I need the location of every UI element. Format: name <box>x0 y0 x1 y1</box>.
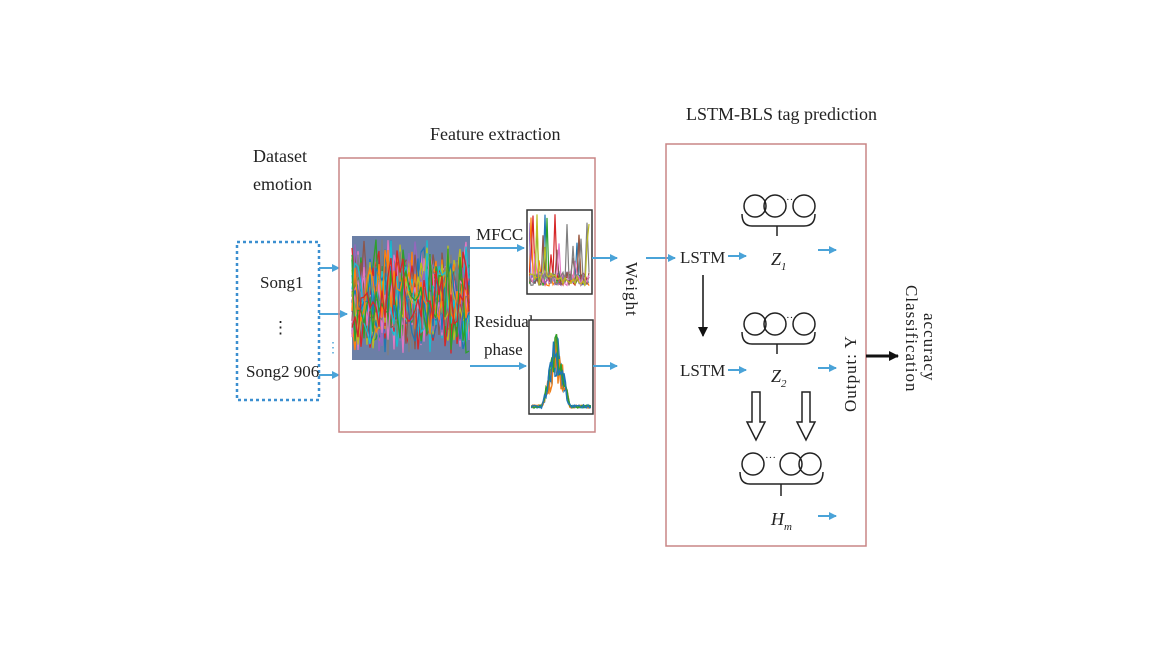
z2-node-dots: ··· <box>786 312 797 324</box>
residual-trace <box>531 341 591 410</box>
z1-label: Z1 <box>771 249 787 273</box>
z1-node-group <box>741 194 816 236</box>
hm-label: Hm <box>770 509 792 533</box>
lstm-bls-panel <box>665 143 867 547</box>
mfcc-plot <box>526 209 593 295</box>
song-first-label: Song1 <box>260 273 303 292</box>
residual-label: Residual <box>474 312 534 331</box>
lstm-bls-title: LSTM-BLS tag prediction <box>686 104 877 124</box>
hm-node-group <box>739 452 824 496</box>
hm-node-dots: ··· <box>765 452 776 464</box>
waveform-plot <box>351 236 470 360</box>
z1-node-dots: ··· <box>786 194 797 206</box>
waveform-trace <box>351 248 470 354</box>
hollow-down-arrow-left <box>745 391 767 442</box>
waveform-trace <box>351 250 470 347</box>
weight-label: Weight <box>622 262 641 317</box>
residual-phase-plot <box>528 319 594 415</box>
lstm-block-bottom: LSTM <box>680 361 725 380</box>
hollow-down-arrow-right <box>795 391 817 442</box>
classification-accuracy-label: Classification <box>902 285 921 392</box>
mfcc-label: MFCC <box>476 225 523 244</box>
lstm-block-top: LSTM <box>680 248 725 267</box>
song-ellipsis: ⋮ <box>272 318 289 337</box>
output-label: Output: Y <box>841 335 860 412</box>
dataset-heading: Dataset <box>253 146 307 166</box>
mfcc-trace <box>529 214 590 287</box>
classification-accuracy-label-2: accuracy <box>920 313 939 381</box>
feature-extraction-panel <box>338 157 596 433</box>
side-dots: ⋮ <box>326 341 340 356</box>
dataset-heading-2: emotion <box>253 174 312 194</box>
feature-extraction-title: Feature extraction <box>430 124 560 144</box>
z2-label: Z2 <box>771 366 787 390</box>
waveform-trace <box>351 263 470 342</box>
song-last-label: Song2 906 <box>246 362 319 381</box>
z2-node-group <box>741 312 816 354</box>
residual-label-2: phase <box>484 340 523 359</box>
